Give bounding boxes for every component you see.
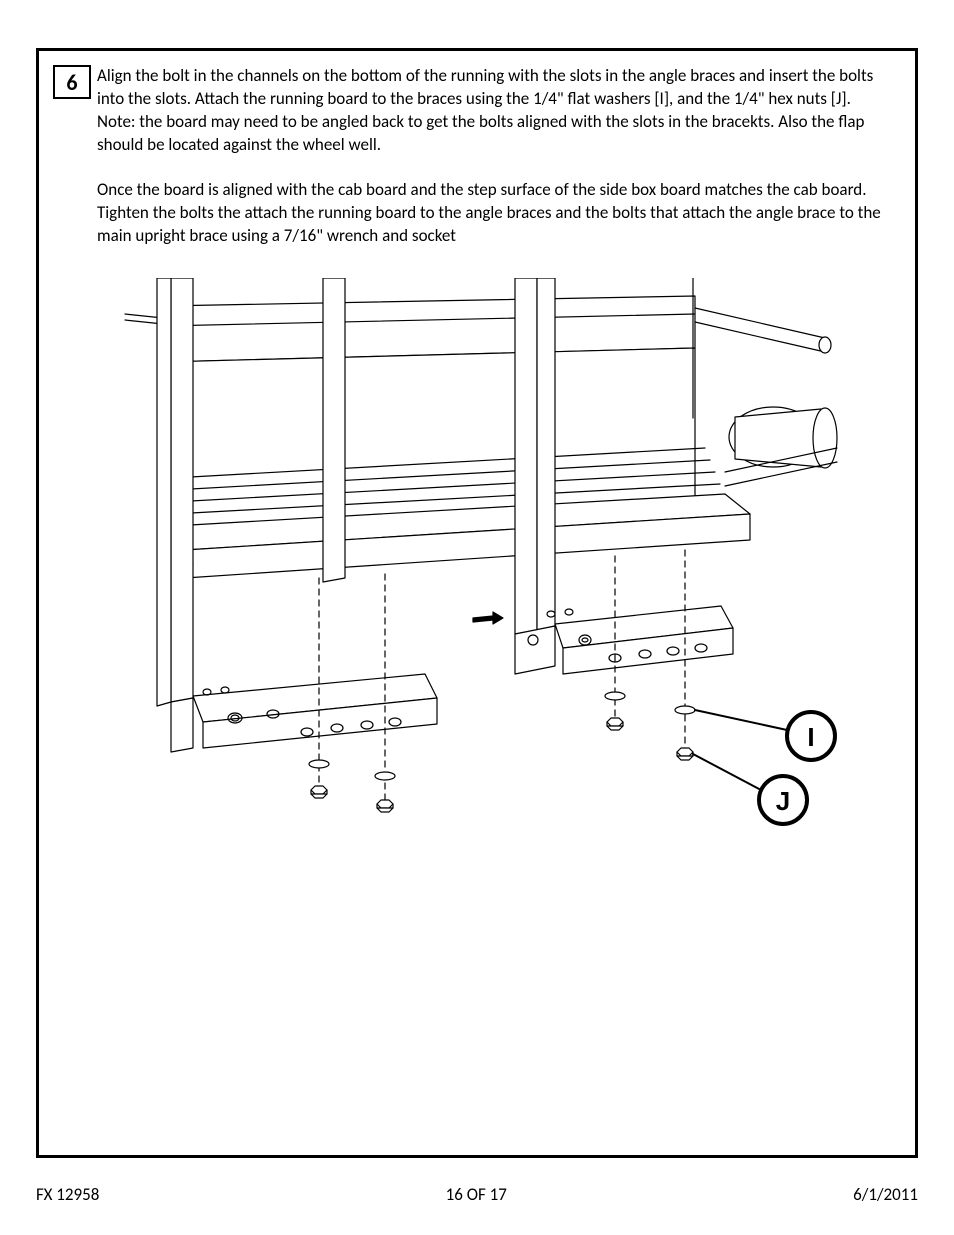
- footer-doc-id: FX 12958: [36, 1184, 99, 1205]
- callout-i-label: I: [807, 722, 814, 752]
- left-upright-brace: [157, 278, 193, 706]
- center-hanger: [515, 278, 555, 634]
- callout-j-label: J: [776, 786, 790, 816]
- right-angle-brace: [473, 606, 733, 674]
- step-number: 6: [66, 69, 77, 96]
- step-paragraph-1: Align the bolt in the channels on the bo…: [97, 65, 887, 157]
- footer-page-number: 16 OF 17: [446, 1184, 507, 1205]
- left-hardware: [309, 760, 395, 812]
- content-frame: 6 Align the bolt in the channels on the …: [36, 48, 918, 1158]
- step-row: 6 Align the bolt in the channels on the …: [53, 65, 887, 270]
- right-hardware: [605, 692, 695, 760]
- running-board: [125, 296, 837, 578]
- assembly-diagram: I J: [85, 278, 855, 838]
- page: 6 Align the bolt in the channels on the …: [0, 0, 954, 1235]
- footer-date: 6/1/2011: [853, 1184, 918, 1205]
- left-hanger: [323, 278, 345, 582]
- left-angle-brace: [171, 674, 437, 752]
- step-text: Align the bolt in the channels on the bo…: [97, 65, 887, 270]
- diagram-wrap: I J: [53, 278, 887, 838]
- page-footer: FX 12958 16 OF 17 6/1/2011: [36, 1184, 918, 1205]
- callout-i: I: [695, 710, 835, 760]
- step-paragraph-2: Once the board is aligned with the cab b…: [97, 179, 887, 248]
- callout-j: J: [693, 754, 807, 824]
- step-number-box: 6: [53, 65, 91, 99]
